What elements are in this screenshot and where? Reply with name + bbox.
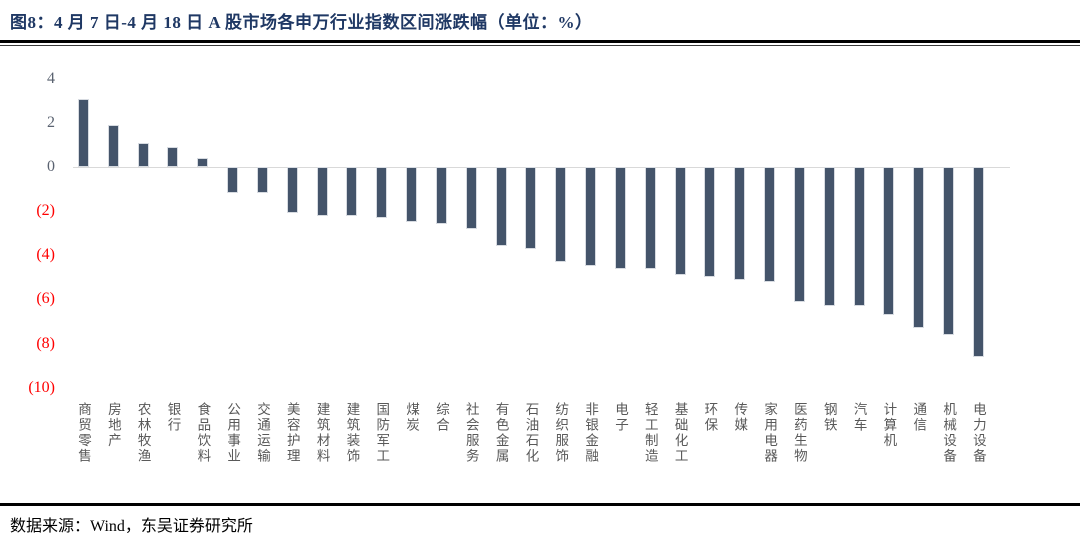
category-label: 交通运输: [254, 402, 270, 464]
bar: [256, 167, 268, 194]
bar: [525, 167, 537, 249]
bar: [137, 142, 149, 167]
bar: [674, 167, 686, 276]
y-axis-tick-label: 2: [47, 113, 55, 131]
category-label: 食品饮料: [195, 402, 211, 464]
bar: [435, 167, 447, 225]
y-axis-tick-label: (10): [28, 378, 55, 396]
category-label: 社会服务: [463, 402, 479, 464]
bar: [704, 167, 716, 278]
title-divider-thin: [0, 45, 1080, 46]
category-label: 基础化工: [672, 402, 688, 464]
category-label: 家用电器: [762, 402, 778, 464]
bar: [853, 167, 865, 307]
category-label: 医药生物: [791, 402, 807, 464]
category-label: 轻工制造: [642, 402, 658, 464]
y-axis-tick-label: (4): [36, 246, 55, 264]
data-source-note: 数据来源：Wind，东吴证券研究所: [10, 518, 253, 535]
category-label: 有色金属: [493, 402, 509, 464]
category-label: 通信: [911, 402, 927, 433]
bar: [823, 167, 835, 307]
category-label: 非银金融: [583, 402, 599, 464]
category-label: 传媒: [732, 402, 748, 433]
category-label: 煤炭: [404, 402, 420, 433]
bar: [585, 167, 597, 267]
category-label: 电子: [612, 402, 628, 433]
y-axis-tick-label: 0: [47, 158, 55, 175]
category-label: 建筑材料: [314, 402, 330, 464]
bar: [197, 158, 209, 167]
bar: [465, 167, 477, 229]
bar: [495, 167, 507, 247]
zero-gridline: [73, 167, 1010, 168]
y-axis-tick-label: (6): [36, 290, 55, 308]
bar: [614, 167, 626, 269]
category-label: 环保: [702, 402, 718, 433]
category-label: 房地产: [105, 402, 121, 449]
category-label: 纺织服饰: [553, 402, 569, 464]
category-label: 银行: [165, 402, 181, 433]
category-label: 石油石化: [523, 402, 539, 464]
category-label: 农林牧渔: [135, 402, 151, 464]
bar: [227, 167, 239, 194]
y-axis-tick-label: 4: [47, 69, 55, 87]
bar: [883, 167, 895, 315]
figure-title: 图8：4 月 7 日-4 月 18 日 A 股市场各申万行业指数区间涨跌幅（单位…: [10, 13, 593, 32]
category-label: 计算机: [881, 402, 897, 449]
category-label: 汽车: [851, 402, 867, 433]
bar: [793, 167, 805, 302]
category-label: 综合: [433, 402, 449, 433]
bar: [555, 167, 567, 262]
y-axis-tick-label: (2): [36, 202, 55, 220]
bar: [913, 167, 925, 329]
category-label: 建筑装饰: [344, 402, 360, 464]
category-label: 国防军工: [374, 402, 390, 464]
bar: [644, 167, 656, 269]
bar: [734, 167, 746, 280]
bar: [943, 167, 955, 335]
category-label: 钢铁: [821, 402, 837, 433]
bar: [346, 167, 358, 216]
footer-divider: [0, 503, 1080, 506]
bar: [972, 167, 984, 357]
bar: [764, 167, 776, 282]
bar: [376, 167, 388, 218]
category-label: 公用事业: [225, 402, 241, 464]
bar: [286, 167, 298, 214]
category-label: 电力设备: [970, 402, 986, 464]
bar: [316, 167, 328, 216]
category-label: 美容护理: [284, 402, 300, 464]
category-label: 商贸零售: [76, 402, 91, 464]
title-divider-thick: [0, 40, 1080, 43]
category-label: 机械设备: [941, 402, 957, 464]
bar: [167, 147, 179, 167]
y-axis-tick-label: (8): [36, 334, 55, 352]
bar: [406, 167, 418, 223]
bar: [78, 98, 89, 167]
bar: [107, 125, 119, 167]
